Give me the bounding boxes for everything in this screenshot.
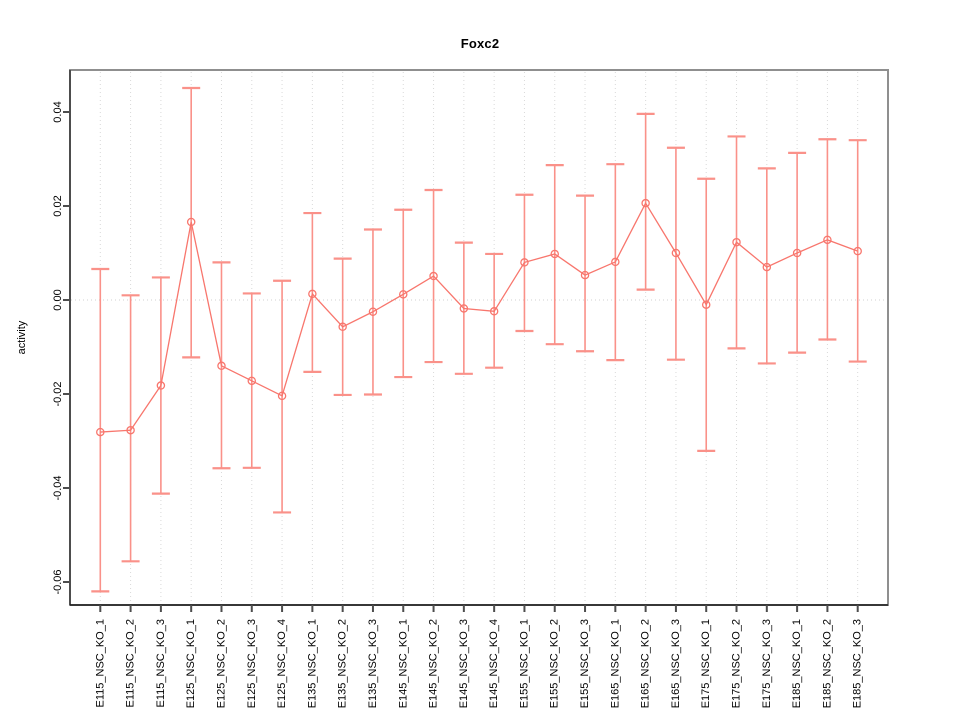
grid-layer [71, 72, 887, 604]
plot-frame [69, 69, 889, 606]
data-point-marker [217, 361, 226, 371]
x-axis-tick-label: E185_NSC_KO_1 [791, 619, 803, 708]
x-axis-tick-label: E175_NSC_KO_2 [731, 619, 743, 708]
data-point-marker [338, 322, 347, 332]
error-bar [394, 208, 413, 379]
data-point-marker [732, 237, 741, 247]
data-point-layer [96, 198, 862, 437]
error-bar [91, 267, 110, 593]
error-bar [121, 294, 140, 563]
data-point-marker [126, 425, 135, 435]
x-axis-tick-label: E185_NSC_KO_3 [852, 619, 864, 708]
x-axis-tick-label: E115_NSC_KO_1 [94, 619, 106, 707]
chart-title: Foxc2 [460, 36, 500, 51]
data-point-marker [823, 235, 832, 245]
y-axis-tick-label: -0.04 [52, 475, 64, 500]
error-bar [697, 177, 716, 452]
data-point-marker [641, 198, 650, 208]
x-axis-tick-label: E115_NSC_KO_3 [155, 619, 167, 707]
x-axis-tick-label: E155_NSC_KO_3 [579, 619, 591, 708]
data-point-marker [611, 257, 620, 267]
x-axis-tick-label: E145_NSC_KO_1 [397, 619, 409, 708]
data-point-marker [671, 248, 681, 258]
error-bar [636, 112, 655, 291]
x-axis-tick-label: E185_NSC_KO_2 [821, 619, 833, 708]
axis-layer: 0.04 0.02 0.00 -0.02 -0.04 -0.06 [52, 69, 889, 612]
x-axis-tick-label: E115_NSC_KO_2 [125, 619, 137, 707]
y-axis-label-layer: activity [16, 320, 28, 354]
data-point-marker [186, 217, 196, 227]
x-axis-tick-label: E145_NSC_KO_4 [488, 619, 500, 708]
x-axis-tick-label: E155_NSC_KO_1 [518, 619, 530, 708]
y-axis-tick-label: 0.04 [52, 101, 64, 122]
x-axis-tick-label: E155_NSC_KO_2 [549, 619, 561, 708]
data-point-marker [459, 304, 469, 313]
errorbar-layer [91, 86, 867, 593]
data-point-marker [792, 248, 802, 258]
data-point-marker [308, 289, 317, 299]
x-axis-tick-label: E135_NSC_KO_2 [337, 619, 349, 708]
x-axis-tick-label: E125_NSC_KO_1 [185, 619, 197, 708]
data-point-marker [399, 290, 408, 299]
data-point-marker [489, 307, 499, 316]
x-axis-tick-label: E125_NSC_KO_2 [215, 619, 227, 708]
data-point-marker [853, 246, 862, 256]
data-point-marker [762, 262, 772, 272]
data-point-marker [429, 271, 438, 281]
data-point-marker [520, 258, 529, 267]
y-axis-tick-label: 0.02 [52, 195, 64, 216]
series-line-layer [100, 201, 858, 433]
data-point-marker [277, 391, 287, 401]
data-point-marker [156, 381, 166, 390]
data-point-marker [368, 307, 378, 316]
y-axis-tick-label: 0.00 [52, 289, 64, 310]
x-axis-tick-label: E125_NSC_KO_3 [246, 619, 258, 708]
x-axis-tick-label: E165_NSC_KO_1 [609, 619, 621, 708]
x-axis-tick-label: E135_NSC_KO_3 [367, 619, 379, 708]
data-point-marker [580, 270, 590, 280]
y-axis-tick-label: -0.02 [52, 381, 64, 406]
error-bar [757, 167, 776, 365]
error-bar [576, 194, 595, 353]
x-axis-tick-label: E125_NSC_KO_4 [276, 619, 288, 708]
x-axis-tick-label: E145_NSC_KO_2 [428, 619, 440, 708]
y-axis-title: activity [16, 320, 28, 354]
data-point-marker [550, 249, 559, 259]
y-axis-tick-label: -0.06 [52, 569, 64, 594]
x-axis-tick-label: E175_NSC_KO_3 [761, 619, 773, 708]
data-point-marker [701, 300, 711, 309]
series-line [100, 201, 858, 433]
x-axis-tick-label: E165_NSC_KO_3 [670, 619, 682, 708]
x-axis-tick-label: E165_NSC_KO_2 [640, 619, 652, 708]
data-point-marker [247, 376, 257, 386]
data-point-marker [96, 427, 105, 437]
x-axis-tick-label: E145_NSC_KO_3 [458, 619, 470, 708]
x-axis-tick-label: E135_NSC_KO_1 [306, 619, 318, 708]
error-bar [303, 211, 322, 374]
x-axis-label-layer: E115_NSC_KO_1 E115_NSC_KO_2 E115_NSC_KO_3 E… [94, 619, 863, 708]
x-axis-tick-label: E175_NSC_KO_1 [700, 619, 712, 708]
